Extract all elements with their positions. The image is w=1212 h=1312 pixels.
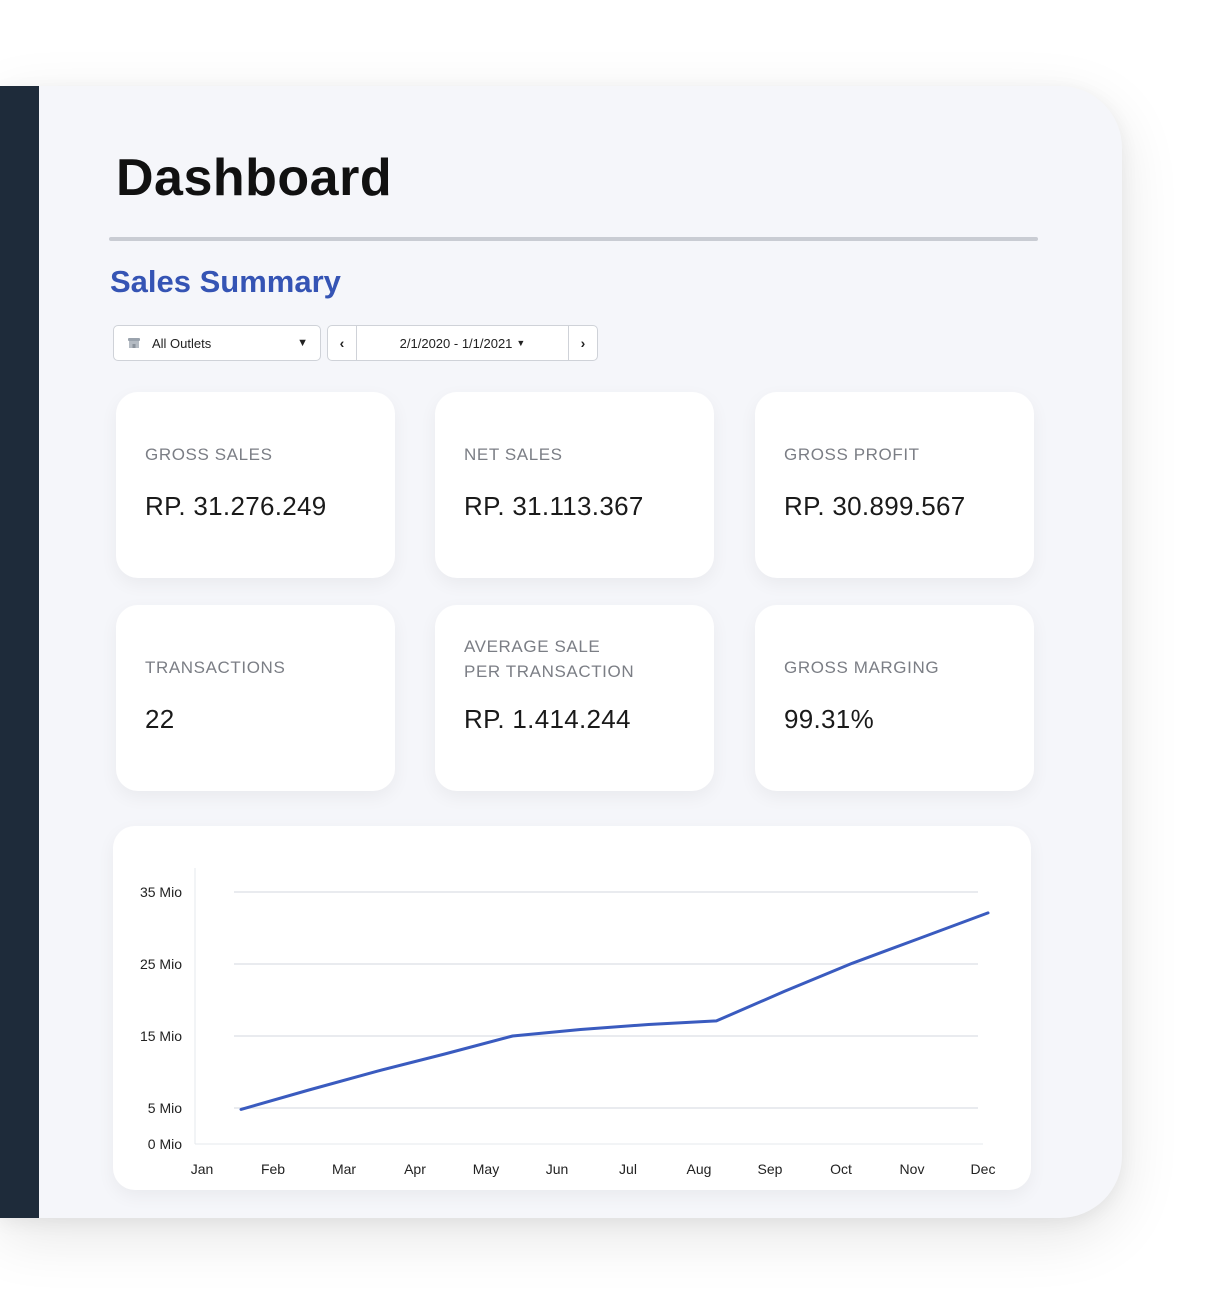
card-value: 99.31% — [784, 704, 874, 734]
card-value: RP. 1.414.244 — [464, 704, 631, 734]
gross-margin-card: GROSS MARGING 99.31% — [755, 605, 1034, 791]
x-tick-label: Apr — [404, 1161, 426, 1177]
x-tick-label: Nov — [900, 1161, 925, 1177]
x-tick-label: May — [473, 1161, 499, 1177]
y-tick-label: 25 Mio — [140, 956, 182, 972]
x-tick-label: Sep — [758, 1161, 783, 1177]
x-tick-label: Dec — [971, 1161, 996, 1177]
x-tick-label: Oct — [830, 1161, 852, 1177]
chevron-down-icon: ▼ — [297, 337, 308, 349]
sales-line-chart: 0 Mio 5 Mio 15 Mio 25 Mio 35 Mio Jan Feb Mar Apr… — [140, 868, 996, 1177]
prev-period-button[interactable]: ‹ — [328, 326, 357, 360]
card-label: TRANSACTIONS — [145, 658, 286, 677]
gross-sales-card: GROSS SALES RP. 31.276.249 — [116, 392, 395, 578]
card-value: RP. 31.113.367 — [464, 491, 644, 521]
card-label: GROSS MARGING — [784, 658, 940, 677]
page-title: Dashboard — [116, 149, 393, 207]
sales-chart: 0 Mio 5 Mio 15 Mio 25 Mio 35 Mio Jan Feb Mar Apr… — [113, 826, 1031, 1190]
x-tick-label: Feb — [261, 1161, 285, 1177]
x-tick-label: Jan — [191, 1161, 214, 1177]
card-value: 22 — [145, 704, 175, 734]
y-tick-label: 0 Mio — [148, 1136, 182, 1152]
y-tick-label: 5 Mio — [148, 1100, 182, 1116]
next-period-button[interactable]: › — [568, 326, 597, 360]
card-label-line2: PER TRANSACTION — [464, 662, 635, 681]
date-range-value: 2/1/2020 - 1/1/2021 — [399, 335, 513, 351]
dashboard-window: Dashboard Sales Summary All Outlets ▼ ‹ … — [0, 86, 1122, 1218]
date-range-picker: ‹ 2/1/2020 - 1/1/2021 ▼ › — [327, 325, 598, 361]
sidebar — [0, 86, 39, 1218]
card-label: GROSS SALES — [145, 445, 273, 464]
outlet-select[interactable]: All Outlets ▼ — [113, 325, 321, 361]
title-divider — [109, 237, 1038, 241]
card-value: RP. 30.899.567 — [784, 491, 966, 521]
section-title: Sales Summary — [110, 264, 341, 299]
date-range-select[interactable]: 2/1/2020 - 1/1/2021 ▼ — [357, 326, 568, 360]
x-tick-label: Mar — [332, 1161, 356, 1177]
card-label: AVERAGE SALE — [464, 637, 601, 656]
y-tick-label: 35 Mio — [140, 884, 182, 900]
outlet-select-value: All Outlets — [152, 335, 212, 351]
series-line — [239, 911, 990, 1111]
x-tick-label: Aug — [687, 1161, 712, 1177]
net-sales-card: NET SALES RP. 31.113.367 — [435, 392, 714, 578]
x-tick-label: Jun — [546, 1161, 569, 1177]
x-tick-label: Jul — [619, 1161, 637, 1177]
y-tick-label: 15 Mio — [140, 1028, 182, 1044]
store-icon — [126, 335, 142, 351]
card-value: RP. 31.276.249 — [145, 491, 327, 521]
transactions-card: TRANSACTIONS 22 — [116, 605, 395, 791]
chevron-down-icon: ▼ — [516, 338, 526, 348]
average-sale-card: AVERAGE SALE PER TRANSACTION RP. 1.414.2… — [435, 605, 714, 791]
gross-profit-card: GROSS PROFIT RP. 30.899.567 — [755, 392, 1034, 578]
card-label: NET SALES — [464, 445, 563, 464]
card-label: GROSS PROFIT — [784, 445, 920, 464]
